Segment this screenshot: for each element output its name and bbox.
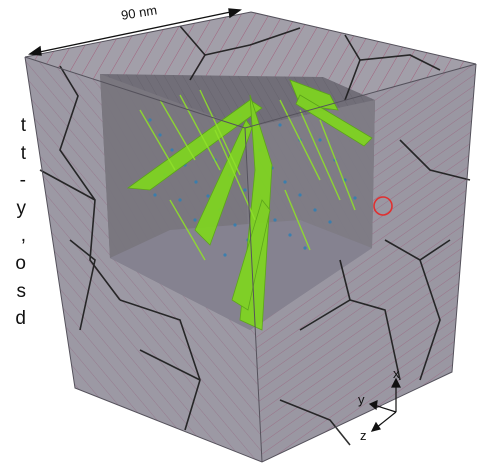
axis-triad	[368, 377, 401, 432]
axis-y-label: y	[358, 392, 365, 407]
scale-bar-arrow	[28, 8, 242, 56]
cube-top-face	[25, 12, 476, 128]
cube-edges	[24, 11, 477, 463]
twin-planes	[126, 79, 373, 331]
twin-plane-traces	[139, 89, 356, 261]
text-fragment: o	[15, 252, 26, 274]
axis-z-label: z	[360, 428, 367, 443]
text-fragment: -	[19, 170, 26, 192]
text-fragment: s	[16, 280, 27, 302]
highlight-circle	[373, 196, 393, 216]
text-fragment: d	[15, 308, 26, 330]
axis-x-label: x	[393, 366, 400, 381]
text-fragment: t	[20, 115, 26, 136]
text-fragment: y	[16, 197, 27, 219]
grain-boundaries	[39, 25, 471, 446]
text-fragment: t	[20, 142, 26, 164]
left-text-column: t t - y , o s d	[0, 112, 26, 333]
text-fragment: ,	[20, 225, 26, 247]
